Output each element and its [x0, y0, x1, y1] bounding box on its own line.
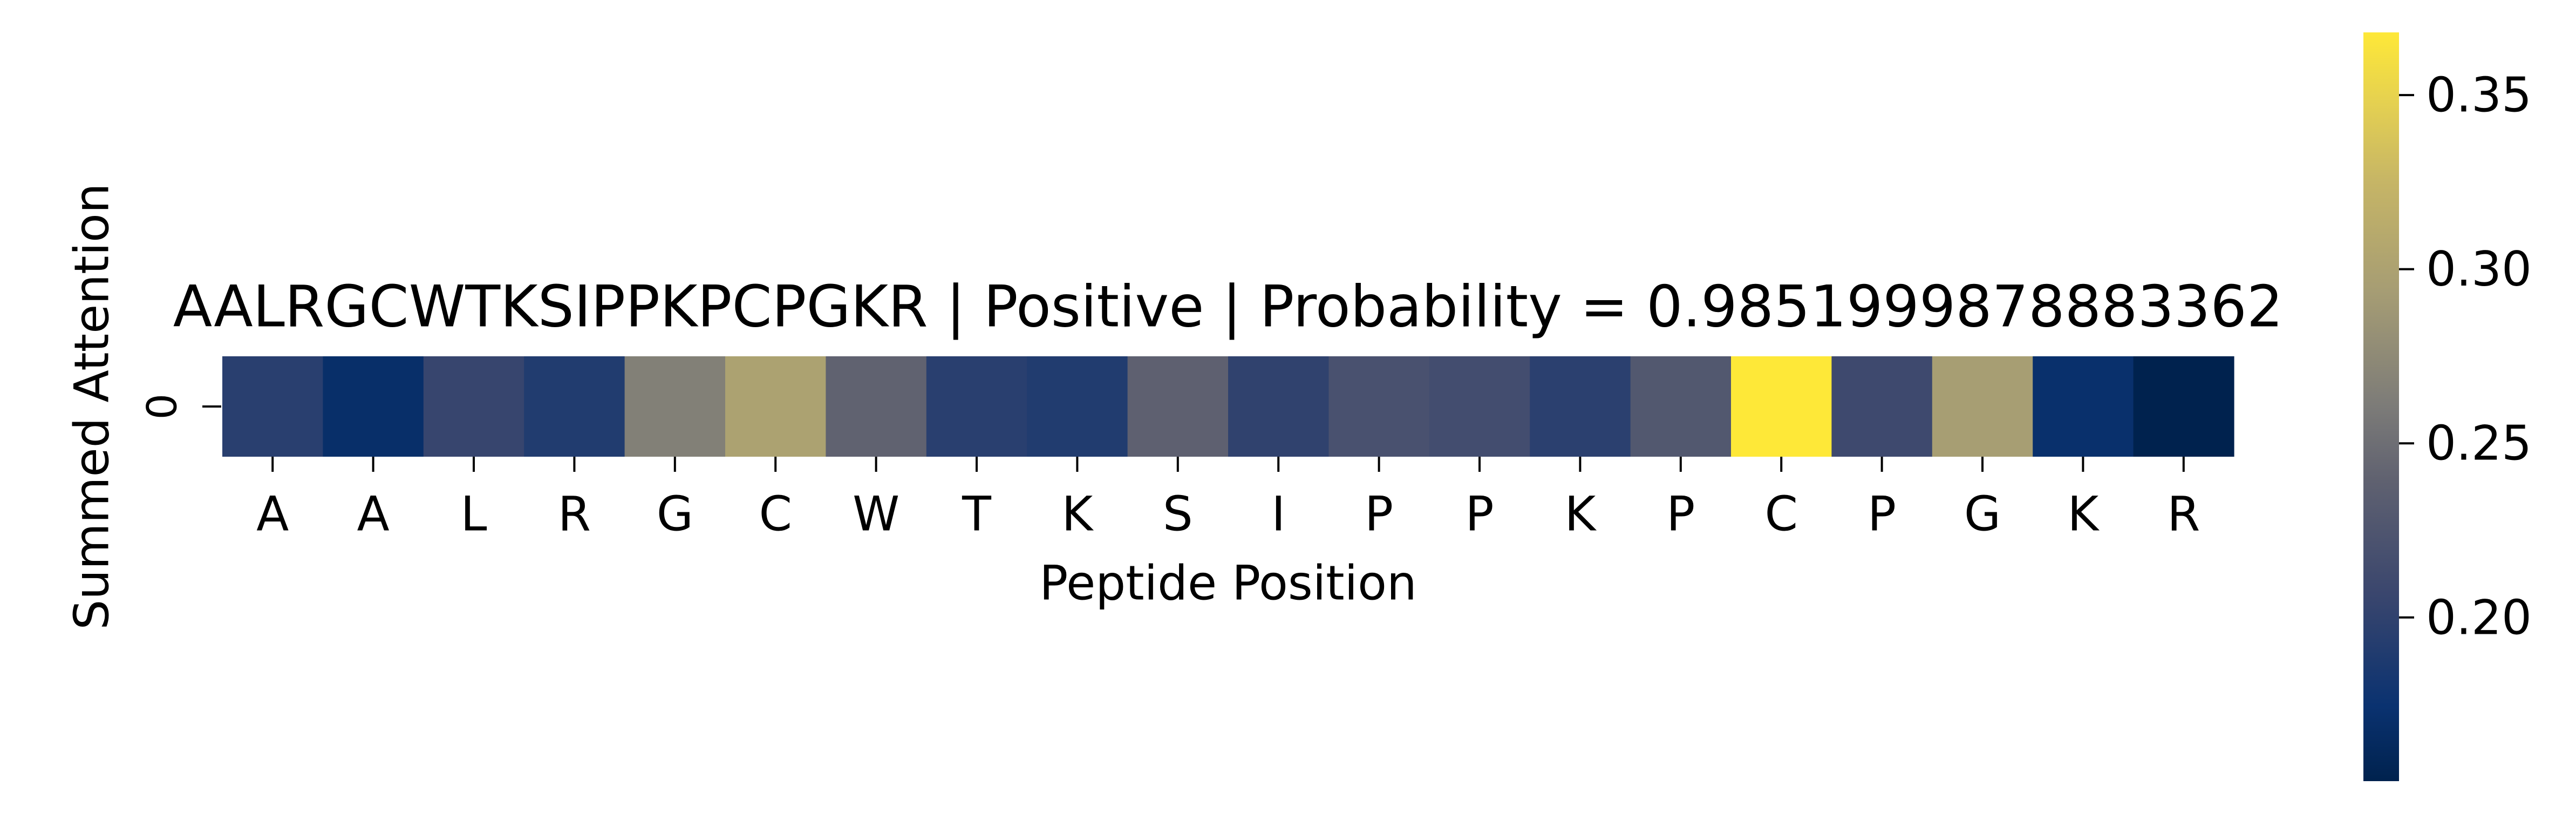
heatmap-cell [1429, 356, 1530, 457]
heatmap-cell [725, 356, 826, 457]
heatmap-cell [524, 356, 625, 457]
heatmap-cell [826, 356, 927, 457]
heatmap-cell [1630, 356, 1732, 457]
x-tick-label: K [1062, 486, 1094, 542]
heatmap-cell [926, 356, 1027, 457]
x-tick-label: G [657, 486, 693, 542]
colorbar [2363, 32, 2399, 781]
chart-title: AALRGCWTKSIPPKPCPGKR | Positive | Probab… [173, 274, 2284, 341]
colorbar-tick-label: 0.20 [2426, 590, 2532, 645]
x-tick-label: L [460, 486, 487, 542]
heatmap-cell [2133, 356, 2234, 457]
x-tick-label: P [1465, 486, 1494, 542]
heatmap-cell [1328, 356, 1430, 457]
y-axis-label: Summed Attention [64, 183, 120, 629]
heatmap-cell [1027, 356, 1128, 457]
y-tick-label: 0 [138, 394, 186, 419]
heatmap-cell [423, 356, 524, 457]
x-tick-label: C [759, 486, 792, 542]
x-tick-label: T [962, 486, 992, 542]
x-tick-label: C [1764, 486, 1797, 542]
x-tick-label: I [1271, 486, 1285, 542]
x-tick-label: K [2068, 486, 2100, 542]
colorbar-tick-label: 0.30 [2426, 241, 2532, 297]
heatmap-cell [1530, 356, 1631, 457]
heatmap-cell [323, 356, 424, 457]
x-tick-label: P [1868, 486, 1896, 542]
heatmap-cell [1127, 356, 1229, 457]
heatmap-cell [1731, 356, 1832, 457]
x-tick-label: S [1163, 486, 1193, 542]
heatmap-cell [1228, 356, 1329, 457]
x-tick-label: R [558, 486, 591, 542]
colorbar-tick-label: 0.25 [2426, 416, 2532, 471]
colorbar-tick-label: 0.35 [2426, 67, 2532, 123]
x-tick-label: P [1365, 486, 1393, 542]
heatmap-cell [222, 356, 323, 457]
x-tick-label: K [1565, 486, 1597, 542]
x-tick-label: W [853, 486, 899, 542]
heatmap-cell [2033, 356, 2134, 457]
x-tick-label: A [256, 486, 289, 542]
x-tick-label: P [1666, 486, 1695, 542]
x-tick-label: R [2167, 486, 2200, 542]
x-axis-label: Peptide Position [1039, 555, 1417, 611]
heatmap-cell [624, 356, 726, 457]
x-tick-label: A [357, 486, 389, 542]
heatmap-cells [222, 356, 2234, 457]
heatmap-cell [1932, 356, 2033, 457]
heatmap-cell [1831, 356, 1933, 457]
x-tick-label: G [1964, 486, 2001, 542]
colorbar-ticks: 0.20 0.25 0.30 0.35 [2399, 67, 2532, 645]
